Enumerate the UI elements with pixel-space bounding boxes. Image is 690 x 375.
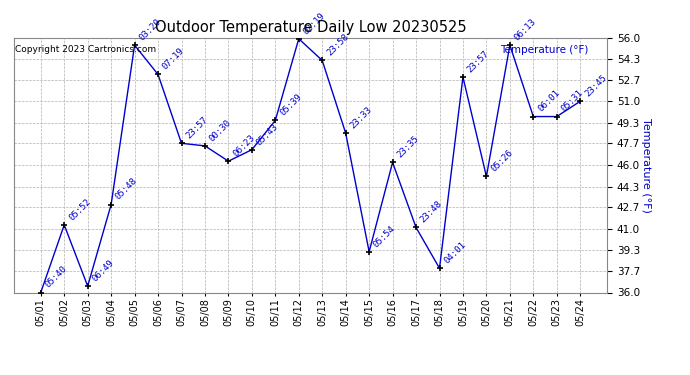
Text: 07:19: 07:19 bbox=[161, 46, 186, 72]
Text: 00:30: 00:30 bbox=[208, 118, 233, 143]
Text: 23:58: 23:58 bbox=[325, 32, 351, 58]
Title: Outdoor Temperature Daily Low 20230525: Outdoor Temperature Daily Low 20230525 bbox=[155, 20, 466, 35]
Text: 23:57: 23:57 bbox=[466, 49, 491, 74]
Text: 05:40: 05:40 bbox=[43, 264, 69, 290]
Text: 23:33: 23:33 bbox=[348, 105, 374, 130]
Text: Temperature (°F): Temperature (°F) bbox=[500, 45, 589, 55]
Text: 03:20: 03:20 bbox=[137, 17, 163, 42]
Text: 05:39: 05:39 bbox=[278, 92, 304, 118]
Text: 05:52: 05:52 bbox=[67, 197, 92, 222]
Text: 02:19: 02:19 bbox=[302, 10, 327, 36]
Text: 06:01: 06:01 bbox=[536, 88, 562, 114]
Text: 23:48: 23:48 bbox=[419, 200, 444, 225]
Text: 05:48: 05:48 bbox=[114, 176, 139, 202]
Text: 06:13: 06:13 bbox=[513, 17, 538, 42]
Text: 06:23: 06:23 bbox=[231, 133, 257, 158]
Text: Copyright 2023 Cartronics.com: Copyright 2023 Cartronics.com bbox=[15, 45, 156, 54]
Y-axis label: Temperature (°F): Temperature (°F) bbox=[641, 118, 651, 212]
Text: 05:31: 05:31 bbox=[560, 88, 585, 114]
Text: 23:57: 23:57 bbox=[184, 115, 210, 141]
Text: 23:35: 23:35 bbox=[395, 134, 421, 160]
Text: 05:26: 05:26 bbox=[489, 148, 515, 174]
Text: 04:01: 04:01 bbox=[442, 240, 468, 266]
Text: 06:49: 06:49 bbox=[90, 258, 116, 284]
Text: 05:54: 05:54 bbox=[372, 224, 397, 249]
Text: 05:43: 05:43 bbox=[255, 122, 280, 147]
Text: 23:45: 23:45 bbox=[583, 73, 609, 99]
